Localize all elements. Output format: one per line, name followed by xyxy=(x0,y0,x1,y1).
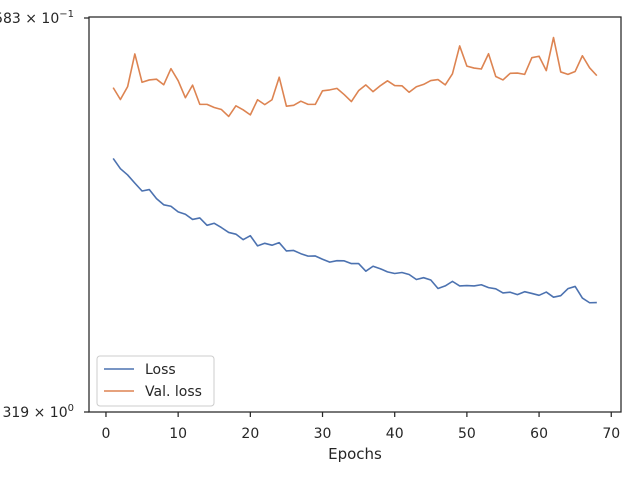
series-layer xyxy=(112,36,598,304)
x-tick-label: 0 xyxy=(102,426,111,442)
y-tick-label-bottom: 319 × 100 xyxy=(2,403,74,421)
x-tick-label: 60 xyxy=(530,426,548,442)
x-tick-label: 70 xyxy=(602,426,620,442)
x-tick-label: 30 xyxy=(314,426,332,442)
legend-label-val-loss: Val. loss xyxy=(145,384,202,400)
x-tick-label: 20 xyxy=(241,426,259,442)
y-tick-label-top: 583 × 10−1 xyxy=(0,9,74,27)
x-tick-label: 50 xyxy=(458,426,476,442)
legend-label-loss: Loss xyxy=(145,362,176,378)
series-line-val-loss xyxy=(112,36,598,118)
x-axis-ticks: 0 10 20 30 40 50 60 70 xyxy=(102,412,620,442)
legend: Loss Val. loss xyxy=(96,355,215,407)
y-axis-ticks: 583 × 10−1 319 × 100 xyxy=(0,9,89,421)
axes-background xyxy=(89,17,621,412)
axes-frame xyxy=(88,16,622,413)
plot-area xyxy=(88,16,622,413)
x-tick-label: 10 xyxy=(169,426,187,442)
series-line-loss xyxy=(112,157,597,304)
x-tick-label: 40 xyxy=(386,426,404,442)
x-axis-label: Epochs xyxy=(328,445,382,463)
